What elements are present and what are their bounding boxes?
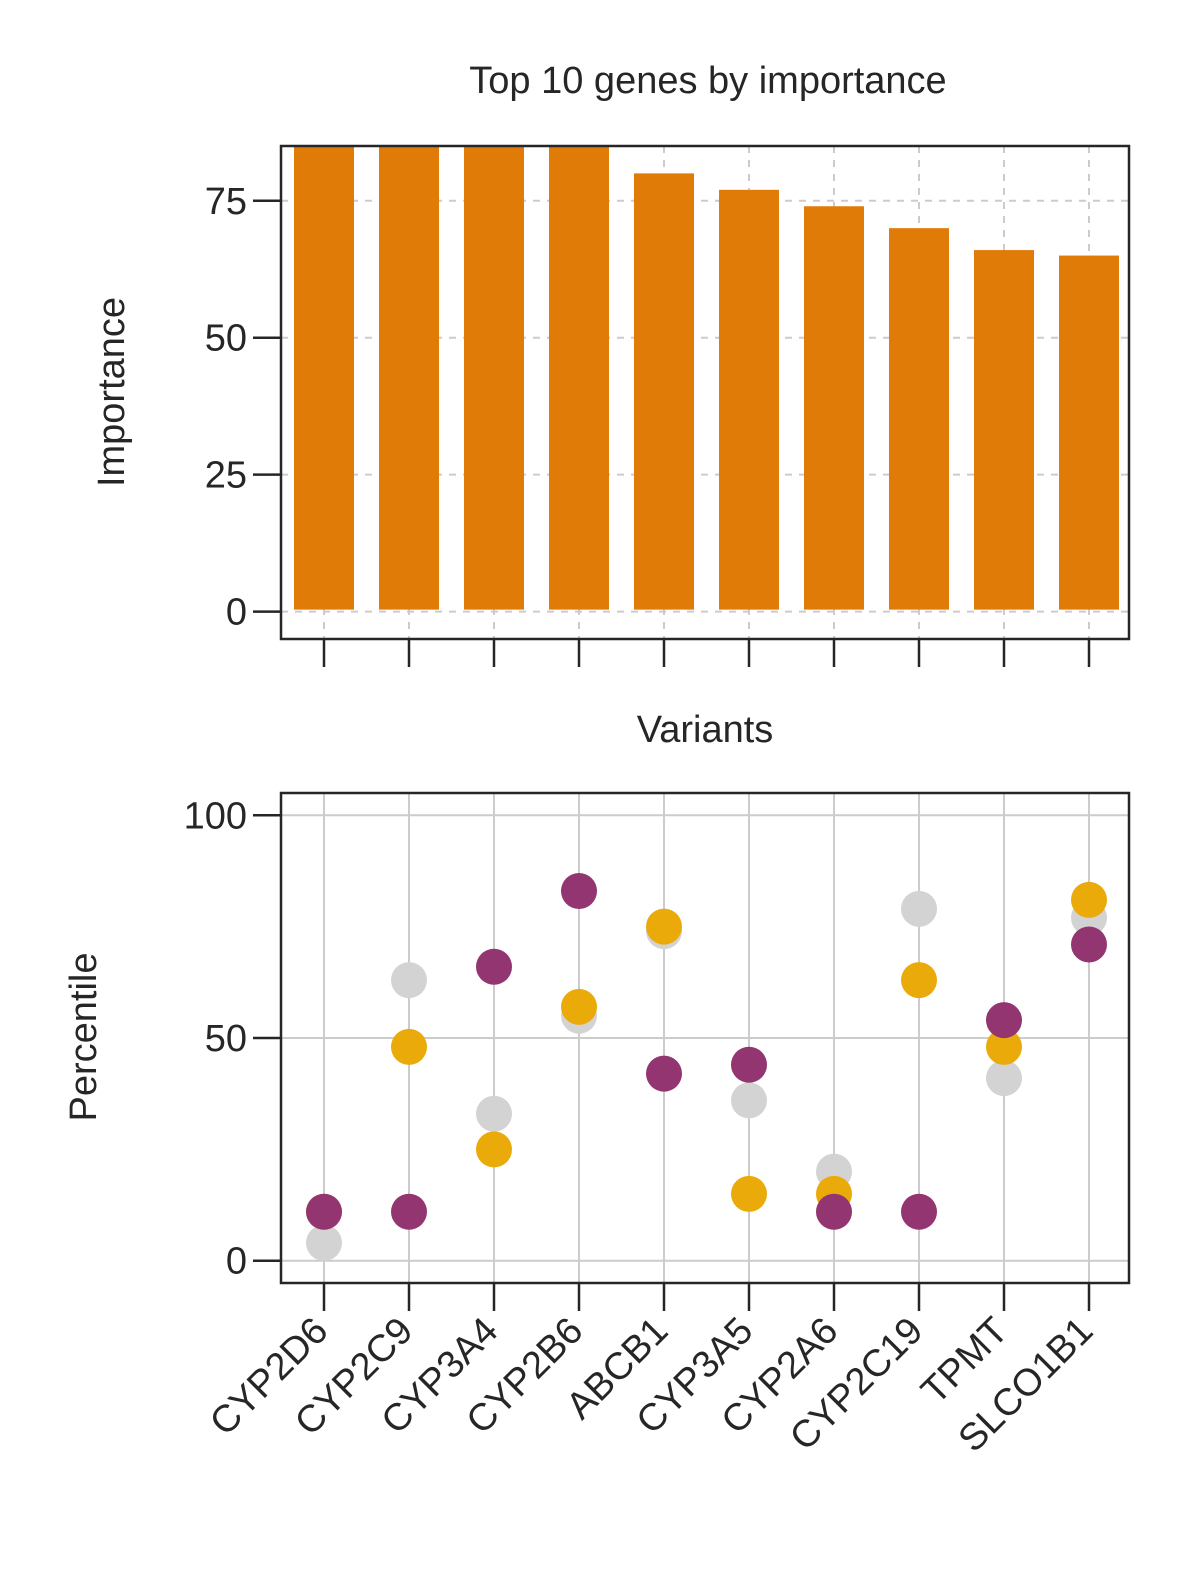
point-series3-cyp2b6 <box>561 873 597 909</box>
y-tick-label: 25 <box>205 455 247 497</box>
bar-slco1b1 <box>1059 255 1119 610</box>
bar-cyp2b6 <box>549 146 609 610</box>
importance-axes: 0 25 50 75 <box>205 181 1091 667</box>
y-tick-label: 0 <box>226 592 247 634</box>
point-series3-slco1b1 <box>1071 926 1107 963</box>
point-series3-cyp3a4 <box>476 948 512 985</box>
bar-cyp2c9 <box>379 146 439 610</box>
point-series3-abcb1 <box>646 1055 682 1092</box>
point-series1-cyp3a5 <box>731 1082 767 1119</box>
y-tick-label: 50 <box>205 318 247 360</box>
point-series2-cyp2b6 <box>561 988 597 1025</box>
bar-abcb1 <box>634 173 694 610</box>
point-series2-abcb1 <box>646 908 682 945</box>
y-tick-label: 100 <box>184 795 247 837</box>
bar-cyp3a5 <box>719 189 779 610</box>
point-series3-tpmt <box>986 1002 1022 1039</box>
bar-cyp3a4 <box>464 146 524 610</box>
point-series3-cyp2a6 <box>816 1193 852 1230</box>
point-series3-cyp3a5 <box>731 1046 767 1083</box>
point-series1-cyp2c9 <box>391 962 427 999</box>
importance-plot-frame <box>279 144 1131 641</box>
y-tick-label: 0 <box>226 1241 247 1283</box>
bar-cyp2a6 <box>804 206 864 610</box>
point-series1-cyp2d6 <box>306 1224 342 1261</box>
point-series1-cyp2c19 <box>901 890 937 927</box>
chart-title: Top 10 genes by importance <box>469 60 946 102</box>
point-series3-cyp2c9 <box>391 1193 427 1230</box>
point-series2-cyp2c9 <box>391 1028 427 1065</box>
point-series3-cyp2d6 <box>306 1193 342 1230</box>
point-series2-slco1b1 <box>1071 881 1107 918</box>
y-tick-label: 50 <box>205 1018 247 1060</box>
bar-tpmt <box>974 250 1034 610</box>
percentile-scatter-chart: 050100CYP2D6CYP2C9CYP3A4CYP2B6ABCB1CYP3A… <box>63 791 1131 1460</box>
y-axis-label: Percentile <box>63 953 105 1122</box>
point-series1-cyp3a4 <box>476 1095 512 1132</box>
point-series2-cyp3a4 <box>476 1131 512 1168</box>
point-series1-tpmt <box>986 1060 1022 1097</box>
importance-bars <box>294 146 1119 610</box>
percentile-axes: 050100CYP2D6CYP2C9CYP3A4CYP2B6ABCB1CYP3A… <box>184 795 1102 1460</box>
y-axis-label: Importance <box>91 297 133 487</box>
percentile-points <box>306 873 1107 1261</box>
point-series2-cyp2c19 <box>901 962 937 999</box>
y-tick-label: 75 <box>205 181 247 223</box>
point-series2-tpmt <box>986 1028 1022 1065</box>
point-series2-cyp3a5 <box>731 1175 767 1212</box>
point-series3-cyp2c19 <box>901 1193 937 1230</box>
bar-cyp2c19 <box>889 228 949 610</box>
importance-bar-chart: Top 10 genes by importance 0 25 50 75 Impor… <box>91 60 1131 751</box>
bar-cyp2d6 <box>294 146 354 610</box>
x-axis-label: Variants <box>637 709 774 751</box>
